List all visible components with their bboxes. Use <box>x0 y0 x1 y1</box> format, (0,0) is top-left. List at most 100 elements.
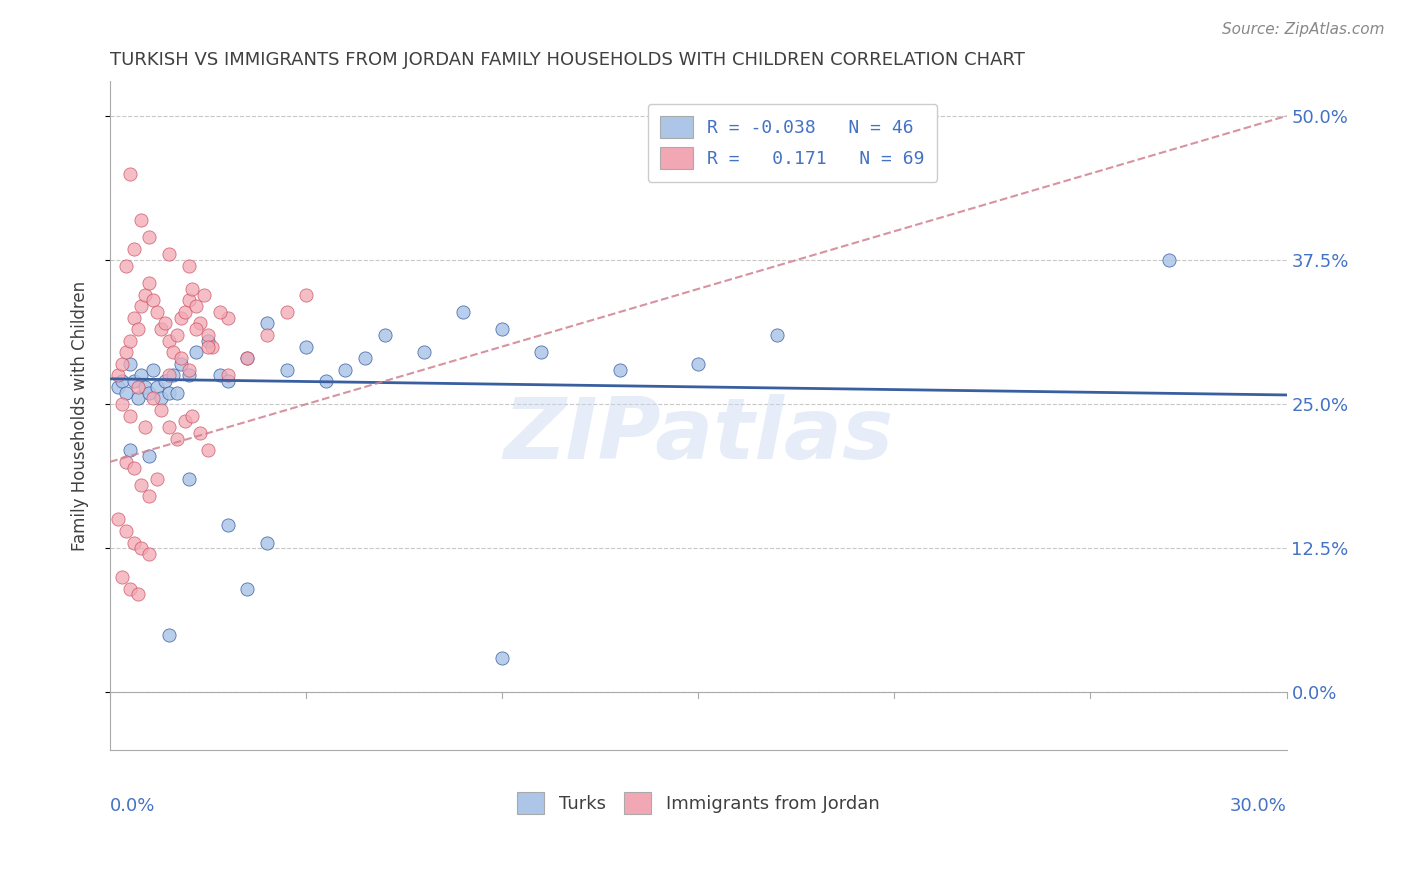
Point <box>138 230 160 244</box>
Point <box>122 535 145 549</box>
Point <box>138 449 160 463</box>
Point <box>114 385 136 400</box>
Point <box>118 582 141 596</box>
Text: ZIPatlas: ZIPatlas <box>503 394 893 477</box>
Point <box>162 368 184 383</box>
Point <box>122 374 145 388</box>
Point <box>122 242 145 256</box>
Point <box>150 403 173 417</box>
Text: 30.0%: 30.0% <box>1230 797 1286 815</box>
Point <box>122 460 145 475</box>
Point <box>197 339 219 353</box>
Point <box>177 259 200 273</box>
Point <box>530 345 553 359</box>
Y-axis label: Family Households with Children: Family Households with Children <box>72 281 89 550</box>
Point <box>131 299 153 313</box>
Point <box>134 380 156 394</box>
Point <box>153 317 176 331</box>
Point <box>131 368 153 383</box>
Point <box>122 310 145 325</box>
Point <box>157 628 180 642</box>
Point <box>236 351 259 365</box>
Text: TURKISH VS IMMIGRANTS FROM JORDAN FAMILY HOUSEHOLDS WITH CHILDREN CORRELATION CH: TURKISH VS IMMIGRANTS FROM JORDAN FAMILY… <box>110 51 1025 69</box>
Point <box>1157 253 1180 268</box>
Point <box>111 357 134 371</box>
Point <box>118 167 141 181</box>
Point <box>315 374 337 388</box>
Point <box>131 478 153 492</box>
Point <box>142 293 165 308</box>
Point <box>217 310 239 325</box>
Point <box>166 328 188 343</box>
Point <box>146 380 169 394</box>
Point <box>177 472 200 486</box>
Point <box>131 212 153 227</box>
Point <box>162 345 184 359</box>
Point <box>111 374 134 388</box>
Point <box>157 420 180 434</box>
Point <box>177 368 200 383</box>
Point <box>173 415 195 429</box>
Point <box>765 328 787 343</box>
Point <box>188 425 211 440</box>
Point <box>193 287 215 301</box>
Point <box>374 328 396 343</box>
Point <box>217 374 239 388</box>
Point <box>208 305 231 319</box>
Point <box>153 374 176 388</box>
Point <box>166 432 188 446</box>
Point <box>166 385 188 400</box>
Point <box>609 362 631 376</box>
Point <box>177 293 200 308</box>
Text: 0.0%: 0.0% <box>110 797 156 815</box>
Point <box>236 582 259 596</box>
Point <box>114 345 136 359</box>
Point <box>335 362 357 376</box>
Point <box>107 512 129 526</box>
Point <box>256 328 278 343</box>
Point <box>127 322 149 336</box>
Point <box>217 518 239 533</box>
Point <box>134 287 156 301</box>
Legend: Turks, Immigrants from Jordan: Turks, Immigrants from Jordan <box>510 785 886 822</box>
Point <box>138 547 160 561</box>
Point <box>197 328 219 343</box>
Point <box>111 570 134 584</box>
Point <box>107 368 129 383</box>
Point <box>256 317 278 331</box>
Point <box>412 345 434 359</box>
Point <box>173 305 195 319</box>
Point <box>201 339 224 353</box>
Point <box>134 420 156 434</box>
Point <box>114 455 136 469</box>
Point <box>354 351 377 365</box>
Point <box>107 380 129 394</box>
Point <box>177 362 200 376</box>
Point <box>451 305 474 319</box>
Point <box>688 357 710 371</box>
Point <box>118 409 141 423</box>
Point <box>157 385 180 400</box>
Point <box>118 443 141 458</box>
Point <box>208 368 231 383</box>
Point <box>181 409 204 423</box>
Point <box>295 339 318 353</box>
Point <box>169 310 191 325</box>
Point <box>157 334 180 348</box>
Point <box>169 351 191 365</box>
Point <box>186 299 208 313</box>
Point <box>256 535 278 549</box>
Point <box>181 282 204 296</box>
Point <box>150 392 173 406</box>
Point <box>491 650 513 665</box>
Point <box>295 287 318 301</box>
Point <box>491 322 513 336</box>
Text: Source: ZipAtlas.com: Source: ZipAtlas.com <box>1222 22 1385 37</box>
Point <box>276 305 298 319</box>
Point <box>150 322 173 336</box>
Point <box>142 392 165 406</box>
Point <box>114 259 136 273</box>
Point <box>127 380 149 394</box>
Point <box>114 524 136 538</box>
Point <box>111 397 134 411</box>
